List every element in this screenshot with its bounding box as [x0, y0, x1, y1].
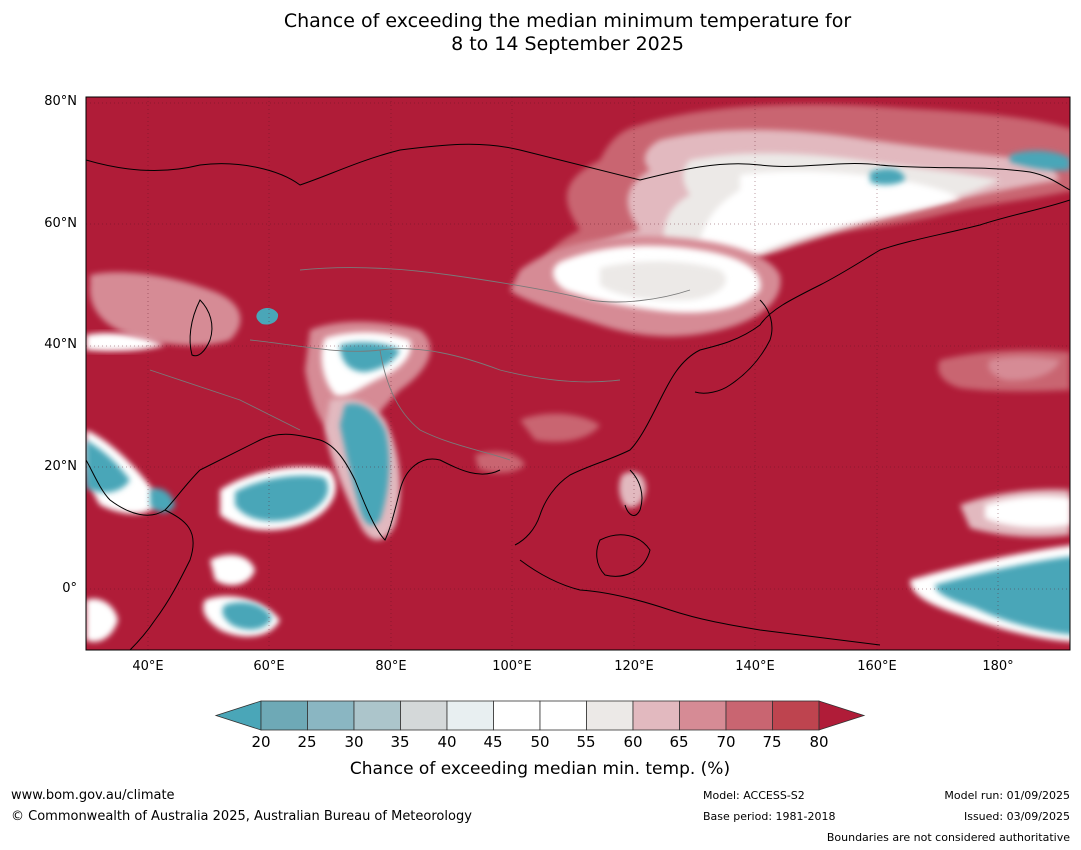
coastline-caspian	[189, 299, 213, 357]
title-line-2: 8 to 14 September 2025	[451, 33, 684, 55]
field-caspian-white	[86, 333, 165, 352]
coastline-japan	[694, 299, 773, 394]
model-run-text: Model run: 01/09/2025	[944, 789, 1070, 802]
lon-label-140e: 140°E	[735, 659, 775, 674]
field-india-teal	[340, 403, 390, 526]
coastline-south-asia	[199, 433, 501, 541]
colorbar-tick-25: 25	[297, 733, 317, 751]
coastline-arabia	[86, 459, 201, 516]
title-line-1: Chance of exceeding the median minimum t…	[283, 10, 852, 32]
colorbar-tick-40: 40	[437, 733, 457, 751]
lon-label-160e: 160°E	[857, 659, 897, 674]
colorbar-label: Chance of exceeding median min. temp. (%…	[349, 759, 731, 779]
lon-label-80e: 80°E	[375, 659, 407, 674]
coastline-arctic	[86, 143, 1070, 191]
colorbar-upper-arrow	[818, 700, 866, 731]
probability-fields	[86, 104, 1070, 642]
lat-label-60n: 60°N	[44, 216, 77, 231]
colorbar-tick-80: 80	[809, 733, 829, 751]
field-caspian-pink	[89, 272, 241, 346]
lat-label-80n: 80°N	[44, 94, 77, 109]
field-east-africa-white	[86, 598, 118, 642]
colorbar-segment	[725, 700, 773, 731]
disclaimer-text: Boundaries are not considered authoritat…	[826, 831, 1070, 844]
field-china-light	[475, 413, 600, 473]
field-somalia-teal	[222, 602, 272, 630]
colorbar-segment	[679, 700, 727, 731]
field-arabian-teal	[235, 475, 329, 522]
lon-label-180: 180°	[982, 659, 1014, 674]
lat-label-40n: 40°N	[44, 337, 77, 352]
lat-label-0: 0°	[62, 581, 77, 596]
copyright-text: © Commonwealth of Australia 2025, Austra…	[11, 809, 472, 824]
field-mongolia-grey	[600, 261, 726, 301]
colorbar-segment	[493, 700, 541, 731]
coastline-philippines	[624, 469, 643, 516]
lon-label-120e: 120°E	[614, 659, 654, 674]
colorbar-segment	[307, 700, 355, 731]
colorbar-tick-70: 70	[716, 733, 736, 751]
colorbar-segment	[539, 700, 587, 731]
field-pacific-east-white	[985, 496, 1070, 528]
base-period-text: Base period: 1981-2018	[703, 810, 836, 823]
colorbar-tick-75: 75	[762, 733, 782, 751]
model-text: Model: ACCESS-S2	[703, 789, 805, 802]
field-pacific-north-light	[988, 356, 1060, 381]
field-philippines-pink	[619, 471, 646, 508]
coastline-africa	[129, 509, 194, 650]
issued-text: Issued: 03/09/2025	[963, 810, 1070, 823]
coastlines	[86, 143, 1070, 650]
lon-label-100e: 100°E	[492, 659, 532, 674]
website-text: www.bom.gov.au/climate	[11, 788, 175, 803]
coastline-indonesia	[519, 559, 881, 646]
colorbar-tick-20: 20	[251, 733, 271, 751]
map-frame	[85, 96, 1071, 651]
field-east-siberia-teal	[870, 150, 1070, 185]
colorbar-segment	[446, 700, 494, 731]
colorbar-tick-55: 55	[576, 733, 596, 751]
colorbar	[214, 700, 866, 731]
lon-label-60e: 60°E	[253, 659, 285, 674]
colorbar-tick-45: 45	[483, 733, 503, 751]
colorbar-tick-60: 60	[623, 733, 643, 751]
colorbar-segment	[632, 700, 680, 731]
colorbar-segment	[586, 700, 634, 731]
country-borders	[149, 267, 691, 461]
graticule	[86, 97, 1070, 650]
coastline-east-asia	[514, 199, 1070, 546]
colorbar-lower-arrow	[214, 700, 262, 731]
colorbar-tick-35: 35	[390, 733, 410, 751]
colorbar-segment	[400, 700, 448, 731]
colorbar-segment	[260, 700, 308, 731]
field-equatorial-teal	[935, 556, 1070, 635]
field-arabia-west-teal	[86, 440, 175, 513]
colorbar-tick-50: 50	[530, 733, 550, 751]
lon-label-40e: 40°E	[132, 659, 164, 674]
lat-label-20n: 20°N	[44, 459, 77, 474]
colorbar-segment	[353, 700, 401, 731]
chart-title: Chance of exceeding the median minimum t…	[0, 10, 1081, 56]
colorbar-tick-65: 65	[669, 733, 689, 751]
field-aral-teal	[256, 308, 279, 325]
colorbar-tick-30: 30	[344, 733, 364, 751]
coastline-borneo	[596, 534, 651, 577]
colorbar-segment	[772, 700, 820, 731]
